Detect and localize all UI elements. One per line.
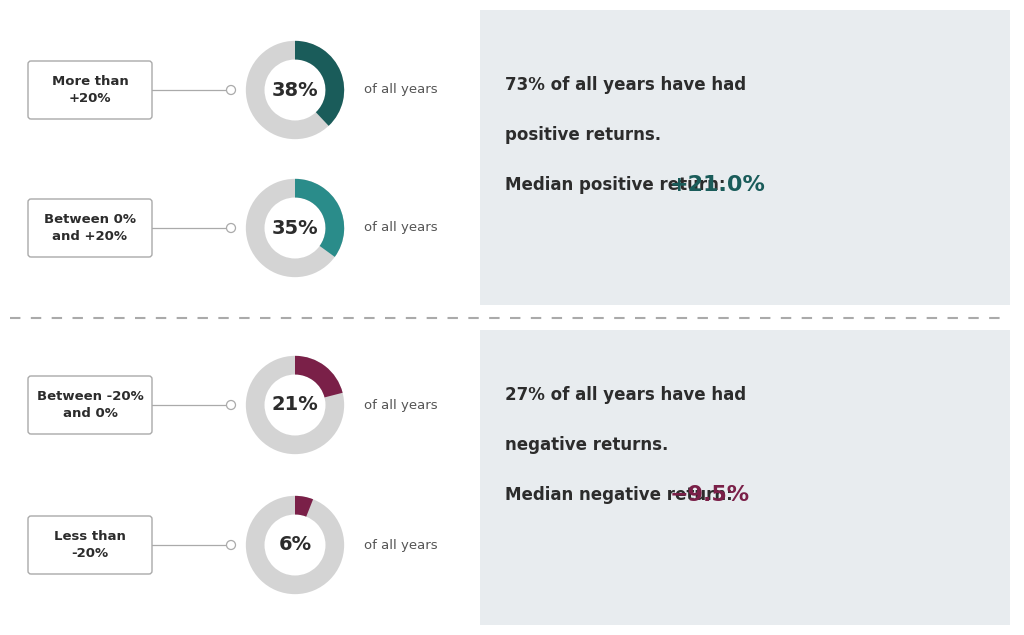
Circle shape	[226, 224, 236, 232]
FancyBboxPatch shape	[28, 199, 152, 257]
FancyBboxPatch shape	[28, 61, 152, 119]
Text: +21.0%: +21.0%	[670, 175, 765, 195]
Text: Between -20%
and 0%: Between -20% and 0%	[37, 390, 143, 420]
Text: 38%: 38%	[271, 81, 318, 100]
Wedge shape	[246, 41, 344, 139]
FancyBboxPatch shape	[28, 376, 152, 434]
Text: Median negative return:: Median negative return:	[505, 486, 738, 504]
Text: of all years: of all years	[364, 83, 437, 97]
Text: Median positive return:: Median positive return:	[505, 176, 731, 194]
Wedge shape	[295, 496, 313, 517]
FancyBboxPatch shape	[480, 10, 1010, 305]
Wedge shape	[246, 179, 344, 277]
Text: of all years: of all years	[364, 538, 437, 552]
Text: positive returns.: positive returns.	[505, 126, 662, 144]
Text: 73% of all years have had: 73% of all years have had	[505, 76, 746, 94]
Wedge shape	[246, 356, 344, 454]
Wedge shape	[295, 356, 343, 398]
Text: 27% of all years have had: 27% of all years have had	[505, 386, 746, 404]
Text: 35%: 35%	[271, 218, 318, 237]
Wedge shape	[295, 179, 344, 257]
Text: Between 0%
and +20%: Between 0% and +20%	[44, 213, 136, 243]
Text: 21%: 21%	[271, 396, 318, 415]
FancyBboxPatch shape	[480, 330, 1010, 625]
FancyBboxPatch shape	[28, 516, 152, 574]
Text: 6%: 6%	[279, 535, 311, 554]
Text: negative returns.: negative returns.	[505, 436, 669, 454]
Text: More than
+20%: More than +20%	[51, 75, 128, 105]
Circle shape	[226, 401, 236, 410]
Text: Less than
-20%: Less than -20%	[54, 530, 126, 560]
Text: of all years: of all years	[364, 399, 437, 411]
Circle shape	[226, 86, 236, 95]
Wedge shape	[295, 41, 344, 126]
Circle shape	[226, 540, 236, 549]
Wedge shape	[246, 496, 344, 594]
Text: of all years: of all years	[364, 222, 437, 234]
Text: −9.5%: −9.5%	[670, 485, 750, 505]
